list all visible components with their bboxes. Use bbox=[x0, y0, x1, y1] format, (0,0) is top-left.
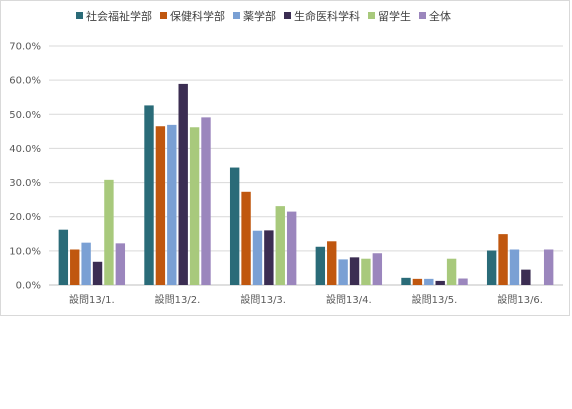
bar-5-4 bbox=[361, 258, 371, 285]
bar-2-3 bbox=[241, 191, 251, 285]
bar-2-5 bbox=[412, 278, 423, 285]
bar-4-4 bbox=[349, 257, 360, 285]
bar-6-2 bbox=[201, 117, 211, 285]
bar-4-2 bbox=[178, 83, 188, 285]
bar-5-3 bbox=[275, 206, 285, 285]
bar-6-3 bbox=[286, 211, 297, 285]
legend-item: 留学生 bbox=[368, 9, 411, 23]
bar-3-1 bbox=[81, 242, 91, 285]
legend-label: 保健科学部 bbox=[170, 9, 225, 23]
bar-6-1 bbox=[115, 243, 126, 285]
x-category-label: 設問13/2. bbox=[155, 293, 201, 306]
bar-1-3 bbox=[229, 167, 240, 285]
bar-6-4 bbox=[372, 253, 383, 285]
legend-label: 社会福祉学部 bbox=[86, 9, 152, 23]
bar-4-1 bbox=[92, 261, 103, 285]
gridlines bbox=[49, 45, 563, 286]
bar-3-4 bbox=[338, 259, 348, 285]
legend-swatch bbox=[160, 12, 167, 19]
bar-4-6 bbox=[521, 269, 531, 285]
bar-5-2 bbox=[189, 127, 200, 285]
y-tick-label: 0.0% bbox=[16, 281, 41, 292]
y-tick-label: 30.0% bbox=[9, 178, 41, 189]
bar-6-5 bbox=[458, 278, 468, 285]
bar-4-5 bbox=[435, 280, 445, 285]
legend-label: 生命医科学科 bbox=[294, 9, 360, 23]
legend-item: 社会福祉学部 bbox=[76, 9, 152, 23]
y-tick-label: 70.0% bbox=[9, 42, 41, 53]
legend-label: 全体 bbox=[429, 9, 451, 23]
bar-1-2 bbox=[144, 105, 154, 285]
legend-label: 薬学部 bbox=[243, 9, 276, 23]
legend-swatch bbox=[233, 12, 240, 19]
legend-item: 保健科学部 bbox=[160, 9, 225, 23]
bar-5-1 bbox=[104, 179, 114, 285]
chart-area: 0.0% 10.0% 20.0% 30.0% 40.0% 50.0% 60.0% 70.0% 設… bbox=[0, 0, 570, 316]
bar-4-3 bbox=[264, 230, 274, 285]
bar-6-6 bbox=[543, 249, 554, 285]
bars bbox=[58, 83, 554, 286]
legend-item: 生命医科学科 bbox=[284, 9, 360, 23]
x-category-label: 設問13/6. bbox=[497, 293, 543, 306]
y-tick-label: 50.0% bbox=[9, 110, 41, 121]
legend-swatch bbox=[368, 12, 375, 19]
x-category-label: 設問13/4. bbox=[326, 293, 372, 306]
bar-3-3 bbox=[252, 230, 263, 285]
x-category-label: 設問13/1. bbox=[69, 293, 115, 306]
legend: 社会福祉学部 保健科学部 薬学部 生命医科学科 留学生 全体 bbox=[76, 9, 451, 23]
y-tick-label: 60.0% bbox=[9, 76, 41, 87]
legend-item: 薬学部 bbox=[233, 9, 276, 23]
bar-1-6 bbox=[486, 250, 497, 285]
bar-2-4 bbox=[327, 241, 337, 285]
bar-1-4 bbox=[315, 246, 326, 285]
x-category-label: 設問13/3. bbox=[240, 293, 286, 306]
y-tick-label: 40.0% bbox=[9, 144, 41, 155]
bar-5-5 bbox=[446, 258, 457, 285]
bar-2-1 bbox=[70, 249, 80, 285]
legend-swatch bbox=[76, 12, 83, 19]
legend-swatch bbox=[419, 12, 426, 19]
bar-2-2 bbox=[155, 126, 166, 285]
bar-3-6 bbox=[509, 249, 520, 285]
y-tick-label: 20.0% bbox=[9, 212, 41, 223]
legend-item: 全体 bbox=[419, 9, 451, 23]
legend-swatch bbox=[284, 12, 291, 19]
y-tick-label: 10.0% bbox=[9, 246, 41, 257]
bar-3-5 bbox=[424, 278, 434, 285]
bar-1-5 bbox=[401, 277, 411, 285]
bar-1-1 bbox=[58, 229, 69, 285]
bar-chart: 0.0% 10.0% 20.0% 30.0% 40.0% 50.0% 60.0% 70.0% 設… bbox=[9, 9, 563, 306]
bar-3-2 bbox=[167, 124, 177, 286]
x-category-label: 設問13/5. bbox=[412, 293, 458, 306]
bar-2-6 bbox=[498, 234, 508, 285]
legend-label: 留学生 bbox=[378, 9, 411, 23]
